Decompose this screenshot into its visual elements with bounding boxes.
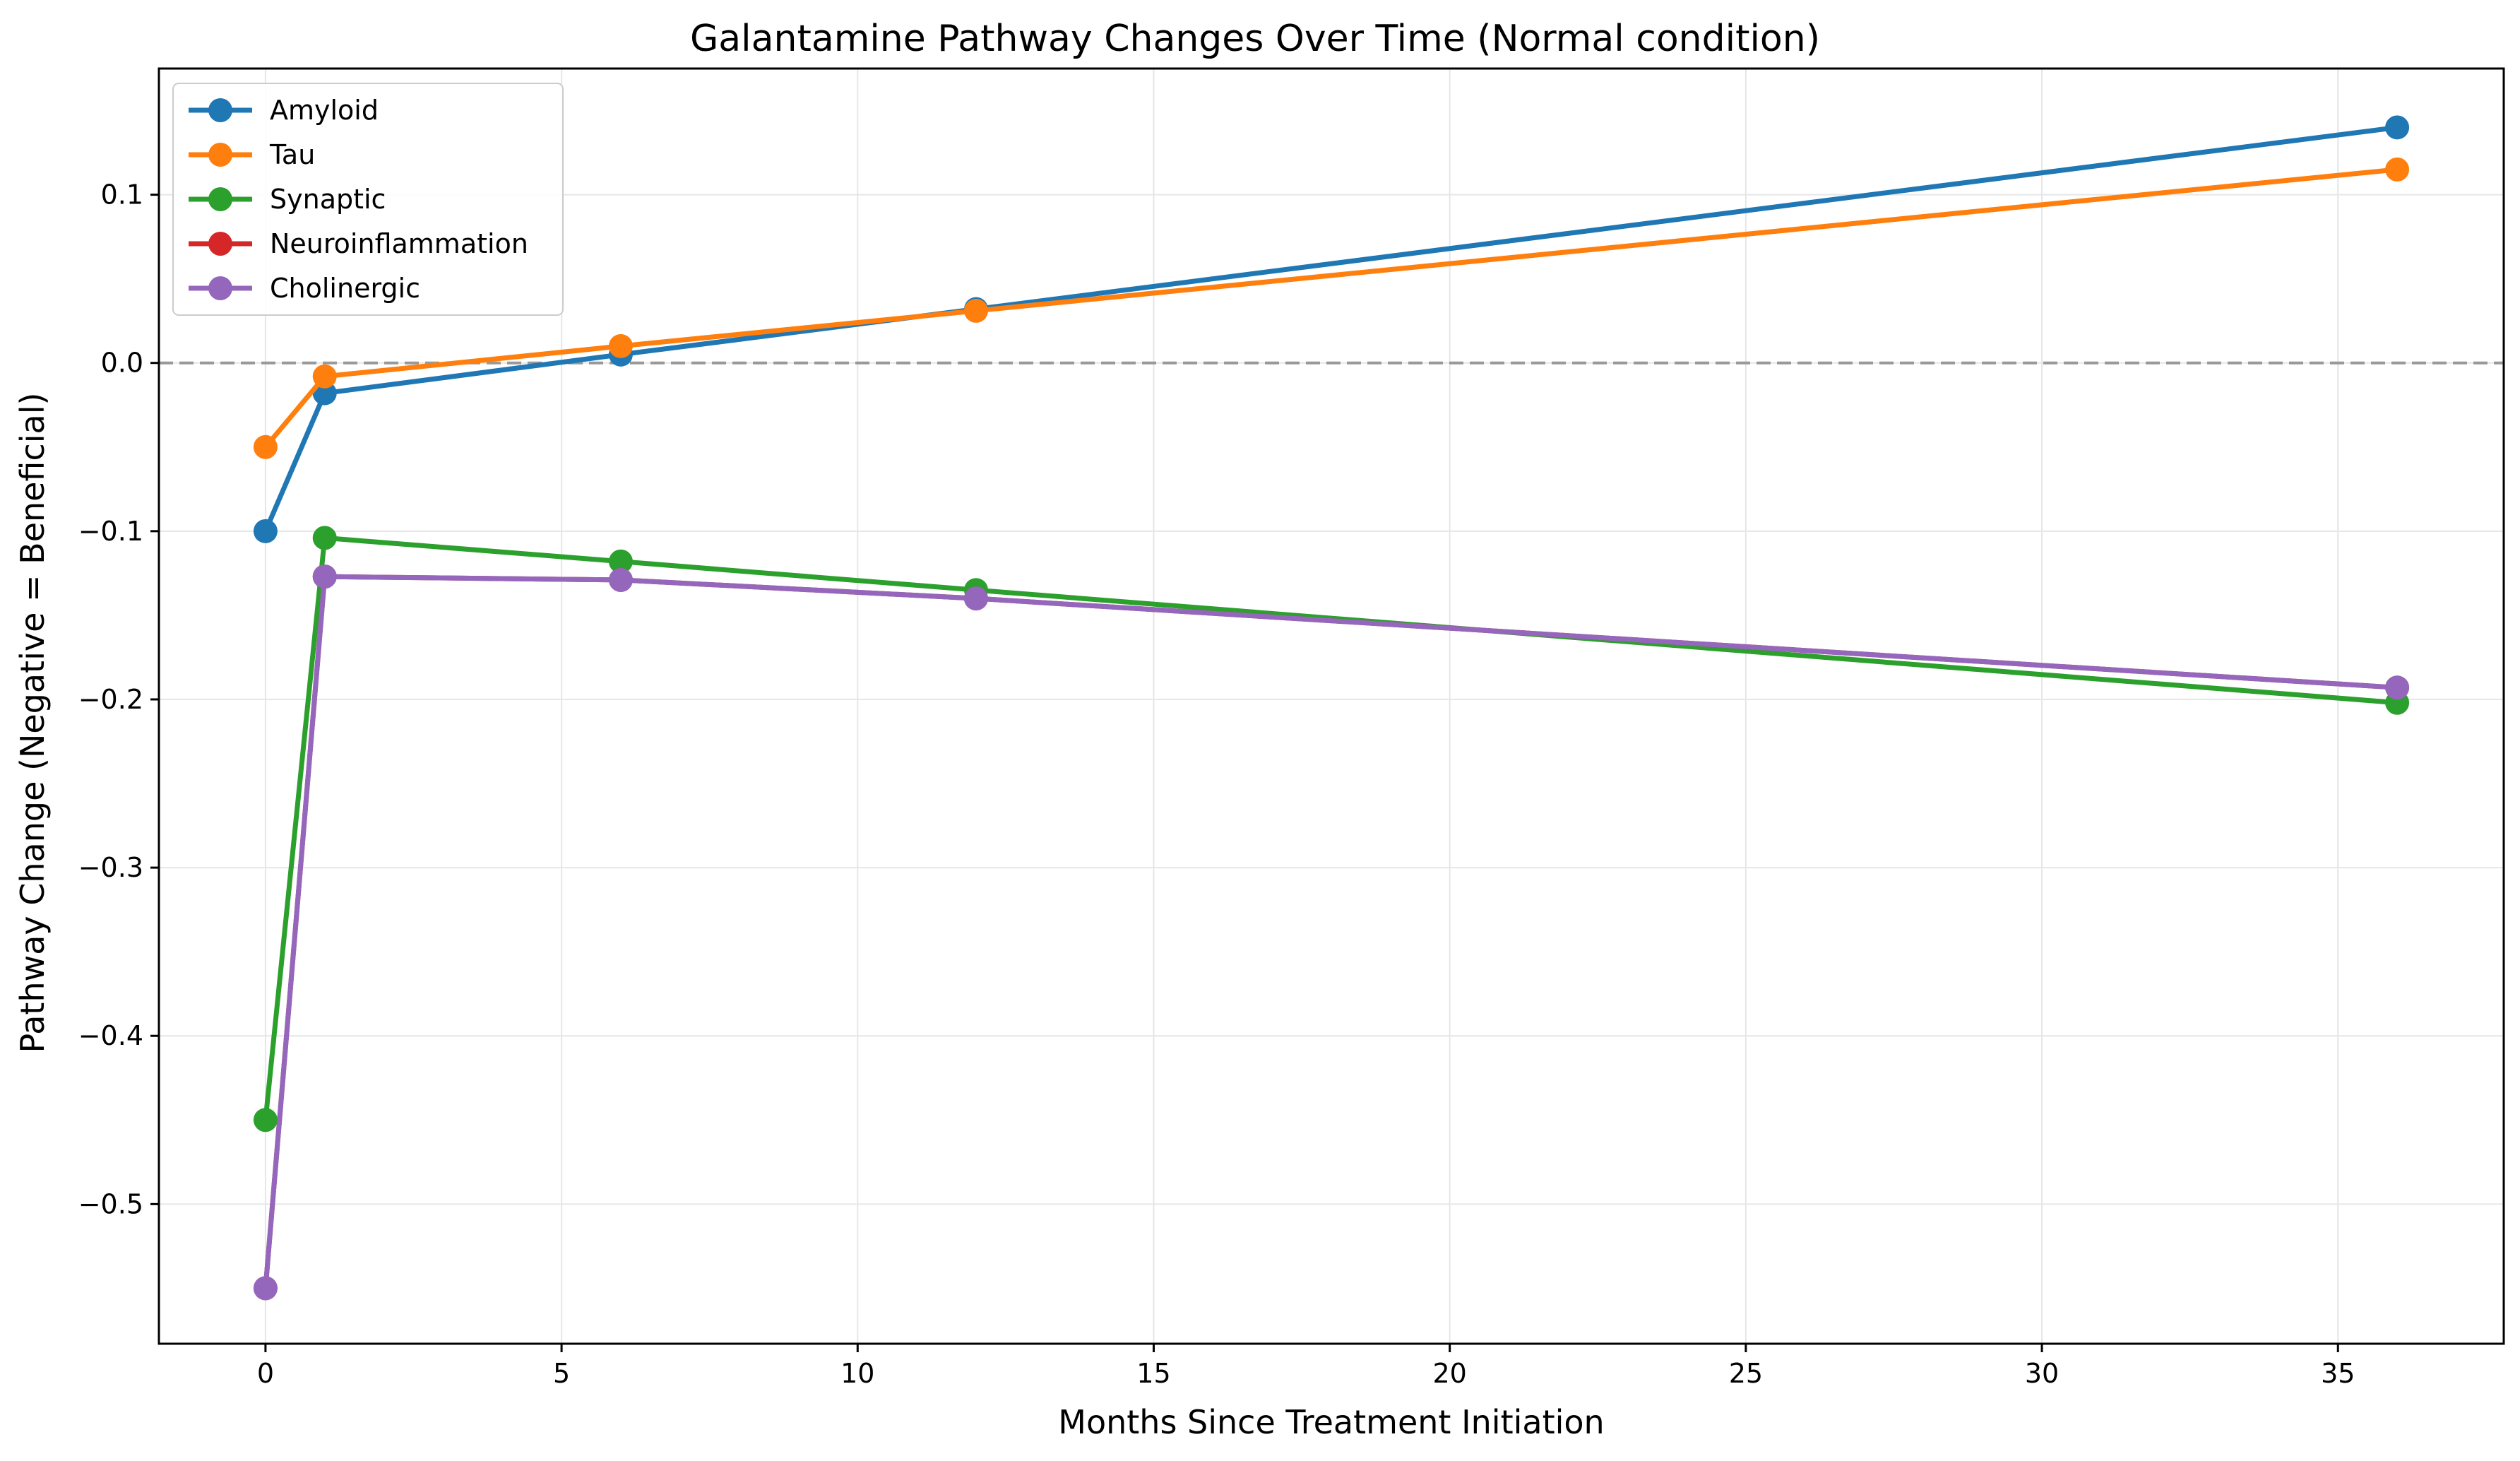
data-point-synaptic	[312, 526, 337, 550]
y-tick-label: 0.1	[101, 179, 143, 211]
legend-box	[172, 83, 564, 316]
legend-item-neuroinflammation: Neuroinflammation	[189, 228, 528, 259]
series-line-synaptic	[263, 535, 2398, 1120]
y-axis-ticks: −0.5 −0.4 −0.3 −0.2 −0.1 0.0 0.1	[78, 179, 159, 1219]
x-axis-label: Months Since Treatment Initiation	[1058, 1403, 1604, 1441]
series-cholinergic	[253, 564, 2410, 1301]
data-point-cholinergic	[2385, 675, 2410, 700]
data-point-tau	[253, 434, 278, 459]
data-point-synaptic	[253, 1108, 278, 1132]
legend-label: Cholinergic	[270, 273, 420, 304]
chart-title: Galantamine Pathway Changes Over Time (N…	[690, 18, 1820, 60]
data-point-synaptic	[608, 549, 633, 574]
data-point-tau	[608, 333, 633, 358]
data-point-cholinergic	[253, 1276, 278, 1301]
legend-item-synaptic: Synaptic	[189, 184, 386, 215]
series-line-neuroinflammation	[263, 574, 2398, 1289]
x-tick-label: 35	[2321, 1358, 2355, 1389]
legend-swatch-marker	[208, 143, 232, 167]
legend-item-cholinergic: Cholinergic	[189, 273, 420, 304]
y-axis-label: Pathway Change (Negative = Beneficial)	[13, 393, 52, 1053]
legend-label: Synaptic	[270, 184, 386, 215]
legend: Amyloid Tau Synaptic Neuroinflammation Choli…	[172, 83, 564, 316]
x-axis-ticks: 0 5 10 15 20 25 30 35	[257, 1344, 2355, 1389]
series-tau	[253, 157, 2410, 459]
data-point-tau	[2385, 157, 2410, 182]
series-synaptic	[253, 526, 2410, 1132]
legend-label: Tau	[269, 139, 315, 170]
data-point-amyloid	[253, 519, 278, 543]
y-tick-label: 0.0	[101, 348, 143, 379]
x-tick-label: 5	[553, 1358, 570, 1389]
series-line-tau	[263, 167, 2398, 449]
series-group	[253, 115, 2410, 1301]
legend-swatch-marker	[208, 98, 232, 122]
data-point-cholinergic	[312, 564, 337, 589]
x-tick-label: 30	[2025, 1358, 2059, 1389]
data-point-tau	[312, 364, 337, 389]
data-point-tau	[963, 298, 988, 323]
y-tick-label: −0.5	[78, 1188, 143, 1219]
legend-label: Amyloid	[270, 95, 379, 126]
legend-swatch-marker	[208, 187, 232, 211]
series-amyloid	[253, 115, 2410, 543]
y-tick-label: −0.3	[78, 852, 143, 883]
series-line-amyloid	[263, 124, 2398, 533]
x-tick-label: 0	[257, 1358, 274, 1389]
plot-frame	[158, 67, 2505, 1345]
y-tick-label: −0.4	[78, 1020, 143, 1051]
legend-label: Neuroinflammation	[270, 228, 528, 259]
series-neuroinflammation	[253, 564, 2410, 1301]
y-tick-label: −0.2	[78, 684, 143, 715]
series-line-cholinergic	[263, 574, 2398, 1289]
x-tick-label: 15	[1136, 1358, 1170, 1389]
legend-item-tau: Tau	[189, 139, 315, 170]
x-tick-label: 25	[1729, 1358, 1763, 1389]
x-tick-label: 10	[840, 1358, 874, 1389]
legend-item-amyloid: Amyloid	[189, 95, 379, 126]
legend-swatch-marker	[208, 276, 232, 300]
y-tick-label: −0.1	[78, 516, 143, 547]
data-point-cholinergic	[963, 586, 988, 611]
data-point-cholinergic	[608, 567, 633, 592]
legend-swatch-marker	[208, 232, 232, 256]
data-point-amyloid	[2385, 115, 2410, 140]
x-tick-label: 20	[1432, 1358, 1466, 1389]
